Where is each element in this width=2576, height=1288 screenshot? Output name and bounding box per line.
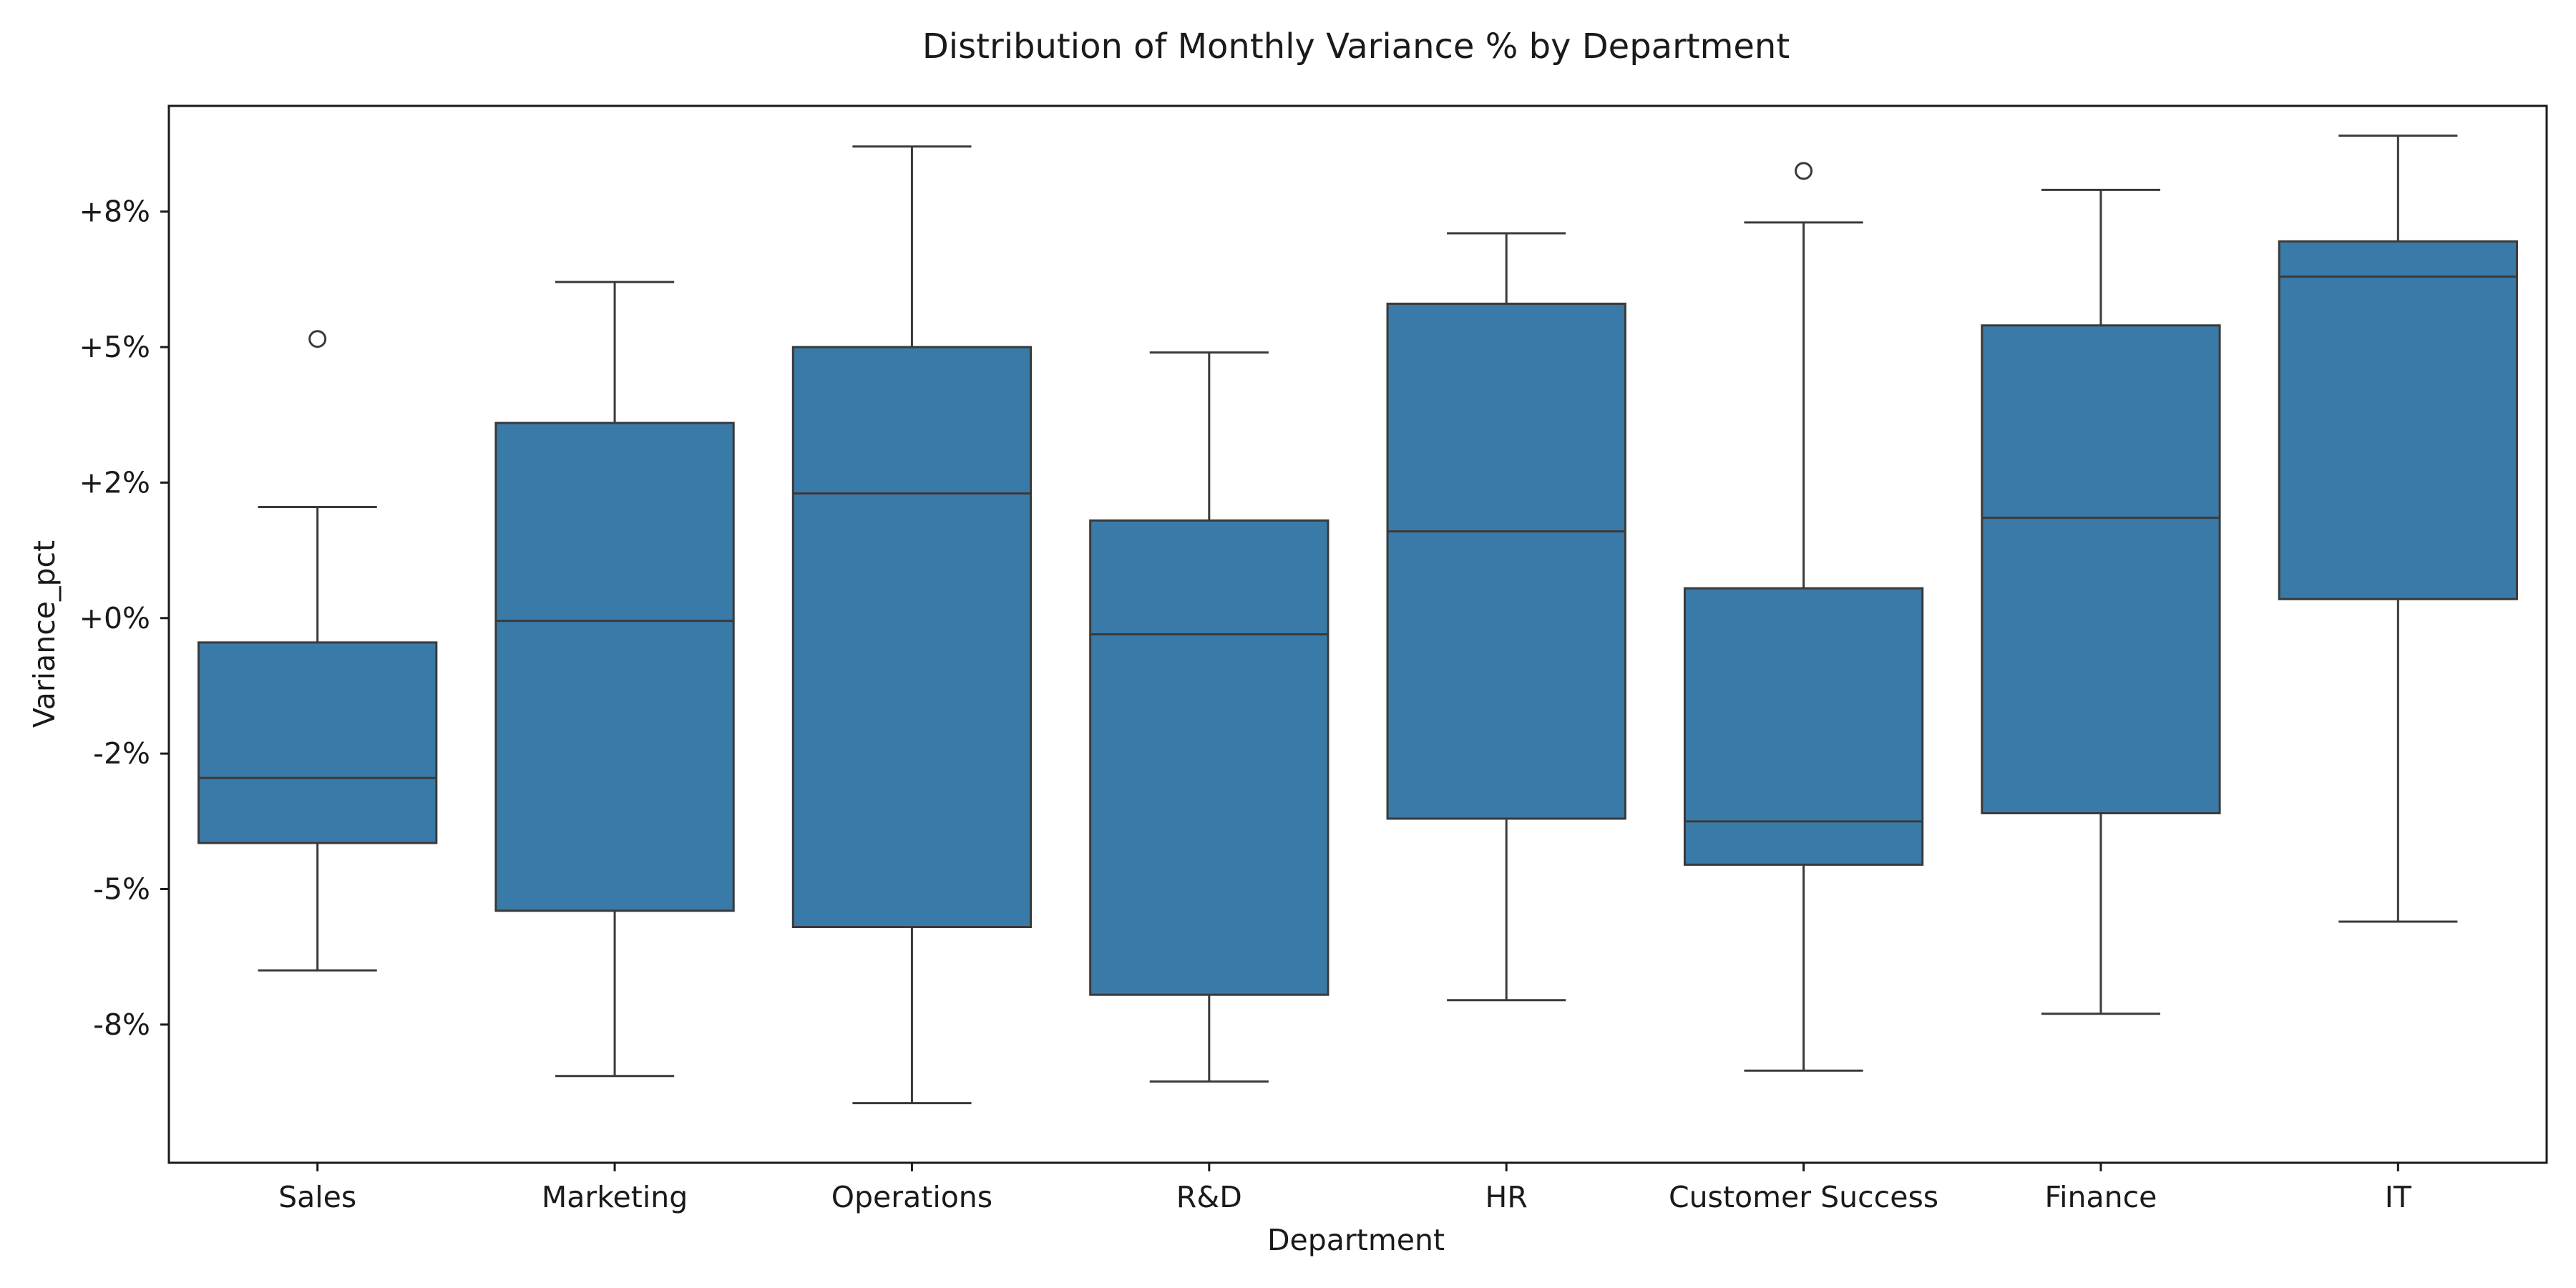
box-group: [197, 330, 438, 972]
x-axis-title: Department: [1267, 1223, 1445, 1257]
iqr-box: [791, 346, 1033, 929]
box-group: [494, 280, 735, 1078]
iqr-box: [1386, 302, 1626, 820]
box-group: [791, 145, 1033, 1105]
y-tick-label: +5%: [79, 330, 150, 364]
y-tick-label: +8%: [79, 195, 150, 229]
y-tick-label: -8%: [93, 1008, 150, 1042]
iqr-box: [494, 421, 735, 912]
box-group: [1089, 351, 1330, 1083]
box-group: [1386, 232, 1626, 1002]
y-tick-label: -5%: [93, 872, 150, 906]
iqr-box: [1981, 324, 2221, 814]
iqr-box: [197, 641, 438, 844]
box-group: [1683, 162, 1924, 1072]
outlier-point: [308, 330, 327, 348]
chart-title: Distribution of Monthly Variance % by De…: [922, 26, 1790, 67]
x-tick-label: IT: [2385, 1180, 2412, 1214]
plot-frame: [167, 104, 2548, 1164]
x-tick-label: R&D: [1176, 1180, 1242, 1214]
x-tick-label: Customer Success: [1669, 1180, 1938, 1214]
y-tick-label: +0%: [79, 601, 150, 635]
x-tick-label: HR: [1485, 1180, 1528, 1214]
x-tick-label: Operations: [831, 1180, 992, 1214]
plot-area: [197, 135, 2518, 1105]
x-tick-label: Finance: [2045, 1180, 2157, 1214]
iqr-box: [1089, 519, 1330, 996]
iqr-box: [1683, 587, 1924, 866]
box-group: [2278, 135, 2518, 923]
y-tick-label: -2%: [93, 736, 150, 771]
outlier-point: [1795, 162, 1813, 180]
axes: Sales Marketing Operations R&D HR Customer Su…: [79, 195, 2412, 1214]
y-tick-label: +2%: [79, 465, 150, 499]
y-axis-title: Variance_pct: [27, 540, 62, 728]
x-tick-label: Sales: [278, 1180, 356, 1214]
iqr-box: [2278, 240, 2518, 600]
x-tick-label: Marketing: [542, 1180, 688, 1214]
box-group: [1981, 188, 2221, 1015]
